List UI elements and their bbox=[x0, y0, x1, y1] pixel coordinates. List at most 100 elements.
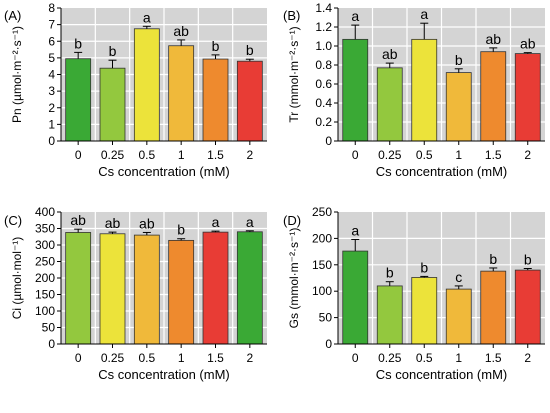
y-tick-label: 1.2 bbox=[315, 20, 332, 34]
bar bbox=[99, 233, 126, 345]
x-tick-label: 2 bbox=[524, 148, 531, 162]
bar bbox=[236, 60, 263, 142]
bar bbox=[236, 231, 263, 345]
x-tick-label: 0 bbox=[75, 148, 82, 162]
bar bbox=[168, 239, 195, 345]
x-axis-title: Cs concentration (mM) bbox=[376, 164, 507, 179]
panel-label: (B) bbox=[283, 8, 300, 23]
bar bbox=[65, 58, 92, 142]
x-tick-label: 0.5 bbox=[138, 351, 155, 365]
significance-letter: a bbox=[351, 222, 359, 238]
y-axis-title: Gs (mmol·m⁻²·s⁻¹) bbox=[287, 228, 301, 329]
y-tick-label: 0 bbox=[48, 134, 55, 148]
y-tick-label: 150 bbox=[35, 288, 55, 302]
y-tick-label: 5 bbox=[48, 51, 55, 65]
significance-letter: ab bbox=[520, 36, 536, 52]
significance-letter: c bbox=[455, 269, 462, 285]
significance-letter: ab bbox=[70, 212, 86, 228]
x-tick-label: 0 bbox=[352, 148, 359, 162]
bar bbox=[376, 67, 403, 142]
significance-letter: b bbox=[489, 251, 497, 267]
x-tick-label: 2 bbox=[524, 351, 531, 365]
y-tick-label: 3 bbox=[48, 84, 55, 98]
significance-letter: b bbox=[177, 222, 185, 238]
significance-letter: b bbox=[74, 35, 82, 51]
panel-label: (D) bbox=[283, 213, 301, 228]
x-tick-label: 0.5 bbox=[416, 148, 433, 162]
chart-panel-d: (D) 0 50 100 150 200 250 a 0 b 0.25 b 0.5 c 1 b 1.5 b 2 Cs … bbox=[283, 205, 545, 382]
y-tick-label: 250 bbox=[35, 255, 55, 269]
x-tick-label: 1.5 bbox=[207, 148, 224, 162]
x-tick-label: 0.25 bbox=[101, 351, 125, 365]
bar bbox=[445, 72, 472, 142]
y-tick-label: 6 bbox=[48, 34, 55, 48]
y-tick-label: 0.8 bbox=[315, 58, 332, 72]
bar bbox=[99, 67, 126, 142]
bar bbox=[480, 51, 507, 142]
x-axis-title: Cs concentration (mM) bbox=[98, 367, 229, 382]
significance-letter: b bbox=[386, 265, 394, 281]
x-tick-label: 1 bbox=[178, 148, 185, 162]
panel-label: (A) bbox=[4, 8, 21, 23]
y-tick-label: 1.0 bbox=[315, 39, 332, 53]
significance-letter: a bbox=[351, 8, 359, 24]
y-axis-title: Tr (mmol·m⁻²·s⁻¹) bbox=[287, 26, 301, 122]
bar bbox=[376, 285, 403, 345]
significance-letter: b bbox=[420, 259, 428, 275]
y-tick-label: 250 bbox=[312, 205, 332, 219]
significance-letter: b bbox=[524, 251, 532, 267]
chart-panel-a: (A) 0 1 2 3 4 5 6 7 8 b 0 b 0.25 a 0.5 ab 1 b 1.5 b 2 Cs conce… bbox=[4, 1, 267, 179]
y-tick-label: 7 bbox=[48, 18, 55, 32]
y-tick-label: 350 bbox=[35, 222, 55, 236]
bar bbox=[514, 269, 541, 345]
x-tick-label: 2 bbox=[246, 351, 253, 365]
bar bbox=[480, 270, 507, 345]
significance-letter: b bbox=[246, 42, 254, 58]
y-axis-title: Pn (µmol·m⁻²·s⁻¹) bbox=[10, 26, 24, 123]
x-tick-label: 1.5 bbox=[485, 148, 502, 162]
significance-letter: a bbox=[420, 6, 428, 22]
y-tick-label: 0 bbox=[325, 134, 332, 148]
significance-letter: a bbox=[212, 214, 220, 230]
y-tick-label: 8 bbox=[48, 1, 55, 15]
significance-letter: ab bbox=[382, 46, 398, 62]
x-tick-label: 1 bbox=[178, 351, 185, 365]
chart-panel-b: (B) 0 0.2 0.4 0.6 0.8 1.0 1.2 1.4 a 0 ab 0.25 a 0.5 b 1 a… bbox=[283, 1, 545, 179]
x-tick-label: 0 bbox=[352, 351, 359, 365]
bar bbox=[342, 250, 369, 345]
x-tick-label: 0.25 bbox=[101, 148, 125, 162]
bar bbox=[514, 53, 541, 142]
chart-panel-c: (C)050100150200250300350400ab0ab0.25ab0.… bbox=[4, 205, 267, 382]
y-tick-label: 2 bbox=[48, 101, 55, 115]
x-tick-label: 0.5 bbox=[138, 148, 155, 162]
bar bbox=[411, 38, 438, 142]
bar bbox=[202, 58, 229, 142]
bar bbox=[133, 234, 160, 345]
x-tick-label: 2 bbox=[246, 148, 253, 162]
y-tick-label: 1 bbox=[48, 117, 55, 131]
x-tick-label: 0.25 bbox=[378, 148, 402, 162]
y-tick-label: 100 bbox=[35, 304, 55, 318]
y-tick-label: 0.6 bbox=[315, 77, 332, 91]
bar bbox=[168, 45, 195, 142]
bar bbox=[133, 28, 160, 142]
significance-letter: ab bbox=[173, 23, 189, 39]
bar bbox=[202, 231, 229, 345]
significance-letter: a bbox=[143, 9, 151, 25]
x-axis-title: Cs concentration (mM) bbox=[98, 164, 229, 179]
significance-letter: ab bbox=[139, 215, 155, 231]
x-tick-label: 1 bbox=[455, 351, 462, 365]
y-tick-label: 0 bbox=[325, 337, 332, 351]
y-tick-label: 400 bbox=[35, 205, 55, 219]
y-tick-label: 1.4 bbox=[315, 1, 332, 15]
x-tick-label: 1.5 bbox=[207, 351, 224, 365]
y-tick-label: 50 bbox=[42, 321, 56, 335]
x-tick-label: 0.5 bbox=[416, 351, 433, 365]
y-tick-label: 200 bbox=[35, 271, 55, 285]
panel-label: (C) bbox=[4, 213, 22, 228]
y-tick-label: 300 bbox=[35, 238, 55, 252]
x-tick-label: 0 bbox=[75, 351, 82, 365]
y-tick-label: 0.2 bbox=[315, 115, 332, 129]
y-tick-label: 200 bbox=[312, 231, 332, 245]
